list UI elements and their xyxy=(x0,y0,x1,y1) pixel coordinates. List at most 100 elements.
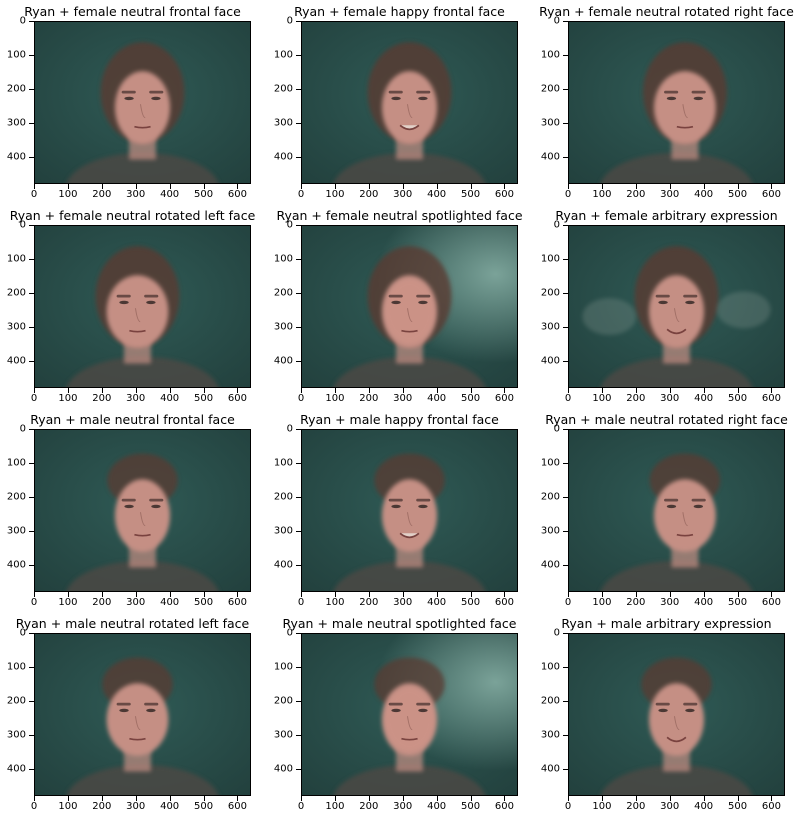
y-tick-label: 400 xyxy=(273,763,293,775)
y-tick xyxy=(29,666,34,668)
y-tick-label: 400 xyxy=(540,151,560,163)
x-tick-label: 100 xyxy=(325,597,345,608)
y-tick xyxy=(29,225,34,226)
x-tick xyxy=(237,388,239,393)
face-composite xyxy=(333,246,486,387)
x-tick xyxy=(436,184,438,189)
y-tick-label: 400 xyxy=(273,355,293,367)
y-tick xyxy=(296,88,301,90)
x-tick-label: 400 xyxy=(427,597,447,608)
x-tick-label: 300 xyxy=(393,393,413,404)
y-tick-label: 0 xyxy=(19,219,26,231)
y-tick xyxy=(563,429,568,430)
y-tick xyxy=(296,21,301,22)
y-tick xyxy=(563,326,568,328)
x-tick xyxy=(402,796,404,801)
y-tick xyxy=(563,54,568,56)
x-tick-label: 500 xyxy=(460,189,481,200)
image-panel: Ryan + female neutral rotated right face… xyxy=(534,0,799,204)
x-tick xyxy=(237,184,239,189)
x-tick-label: 0 xyxy=(297,393,305,404)
x-tick xyxy=(169,592,171,597)
y-tick-label: 200 xyxy=(273,83,293,95)
y-tick-label: 300 xyxy=(273,321,293,333)
image-panel: Ryan + male neutral rotated right face 0 1… xyxy=(534,408,799,612)
x-tick xyxy=(203,796,205,801)
x-tick xyxy=(135,592,137,597)
y-tick xyxy=(29,633,34,634)
y-tick xyxy=(563,666,568,668)
x-tick-label: 0 xyxy=(30,189,38,200)
x-tick xyxy=(601,592,603,597)
y-tick xyxy=(296,156,301,158)
y-tick-label: 200 xyxy=(6,287,26,299)
x-tick-label: 400 xyxy=(427,189,447,200)
x-tick xyxy=(67,184,69,189)
image-axes xyxy=(301,21,518,184)
x-tick xyxy=(669,592,671,597)
y-tick xyxy=(296,122,301,124)
face-composite xyxy=(333,657,486,795)
face-composite xyxy=(582,246,771,387)
x-tick xyxy=(568,796,569,801)
panel-title: Ryan + male happy frontal face xyxy=(300,412,499,427)
panel-title: Ryan + female happy frontal face xyxy=(294,4,505,19)
x-tick xyxy=(504,592,506,597)
x-tick xyxy=(203,388,205,393)
y-tick xyxy=(563,292,568,294)
x-tick-label: 500 xyxy=(727,597,748,608)
y-tick xyxy=(296,258,301,260)
x-tick xyxy=(67,796,69,801)
x-tick-label: 600 xyxy=(761,189,781,200)
face-composite xyxy=(66,657,219,795)
y-tick-label: 0 xyxy=(19,627,26,639)
y-tick xyxy=(563,360,568,362)
y-tick-label: 0 xyxy=(553,627,560,639)
x-tick-label: 100 xyxy=(592,393,612,404)
image-panel: Ryan + female happy frontal face 0 100 200 3… xyxy=(267,0,532,204)
x-tick-label: 500 xyxy=(193,597,214,608)
y-tick-label: 400 xyxy=(540,559,560,571)
x-tick xyxy=(334,592,336,597)
face-image xyxy=(35,430,250,591)
y-tick-label: 200 xyxy=(273,491,293,503)
face-image xyxy=(569,430,784,591)
x-tick-label: 400 xyxy=(160,801,180,812)
x-tick-label: 500 xyxy=(727,189,748,200)
y-tick-label: 400 xyxy=(540,355,560,367)
x-tick xyxy=(635,184,637,189)
image-panel: Ryan + male neutral rotated left face 0 10… xyxy=(0,612,265,816)
y-tick xyxy=(563,156,568,158)
x-tick-label: 100 xyxy=(592,597,612,608)
panel-title: Ryan + female neutral frontal face xyxy=(24,4,241,19)
y-tick xyxy=(29,768,34,770)
image-panel: Ryan + female arbitrary expression 0 100 20… xyxy=(534,204,799,408)
x-tick-label: 500 xyxy=(193,393,214,404)
x-tick xyxy=(601,388,603,393)
x-tick xyxy=(101,184,103,189)
y-tick-label: 100 xyxy=(6,661,26,673)
x-tick-label: 400 xyxy=(160,393,180,404)
y-tick-label: 0 xyxy=(553,15,560,27)
x-tick xyxy=(67,388,69,393)
x-tick-label: 500 xyxy=(727,393,748,404)
image-axes xyxy=(34,633,251,796)
face-composite xyxy=(66,453,219,591)
y-tick-label: 100 xyxy=(273,253,293,265)
y-tick-label: 300 xyxy=(6,525,26,537)
x-tick xyxy=(67,592,69,597)
y-tick xyxy=(563,768,568,770)
x-tick xyxy=(737,796,739,801)
x-tick-label: 300 xyxy=(393,597,413,608)
x-tick xyxy=(737,592,739,597)
y-tick-label: 400 xyxy=(6,355,26,367)
x-tick xyxy=(771,796,773,801)
y-tick xyxy=(563,564,568,566)
x-tick xyxy=(504,388,506,393)
y-tick-label: 0 xyxy=(286,423,293,435)
x-tick-label: 500 xyxy=(727,801,748,812)
y-tick xyxy=(29,156,34,158)
panel-title: Ryan + male neutral spotlighted face xyxy=(282,616,517,631)
y-tick-label: 200 xyxy=(273,287,293,299)
